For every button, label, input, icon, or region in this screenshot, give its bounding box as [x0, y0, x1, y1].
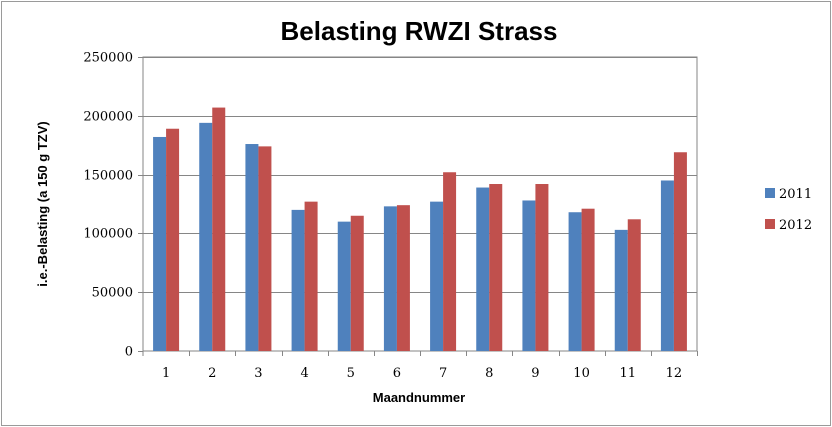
bar-2012-1: [166, 128, 180, 351]
bar-2011-9: [522, 200, 536, 351]
bar-2011-3: [245, 144, 259, 351]
bar-2011-8: [476, 187, 490, 351]
bar-2012-4: [304, 201, 318, 351]
bar-2012-9: [535, 184, 549, 351]
y-tick-label: 100000: [83, 227, 133, 242]
legend-label-2011: 2011: [779, 187, 812, 202]
x-tick-label: 9: [531, 366, 539, 381]
x-tick-label: 8: [485, 366, 493, 381]
bar-2012-7: [443, 172, 457, 351]
x-tick-label: 5: [347, 366, 355, 381]
x-tick-label: 7: [439, 366, 447, 381]
x-tick-label: 3: [254, 366, 262, 381]
bar-2012-2: [212, 107, 226, 352]
x-axis-label: Maandnummer: [373, 390, 465, 405]
y-tick-label: 50000: [92, 286, 133, 301]
bar-2011-12: [660, 180, 674, 351]
x-tick-label: 1: [162, 366, 170, 381]
bar-2011-2: [199, 122, 213, 351]
bar-2011-5: [337, 221, 351, 351]
bar-2012-8: [489, 184, 503, 351]
bar-2011-6: [383, 206, 397, 351]
bar-2012-6: [396, 205, 410, 351]
x-tick-label: 4: [300, 366, 308, 381]
bar-2011-1: [153, 136, 167, 351]
x-tick-label: 10: [573, 366, 590, 381]
y-tick-label: 0: [125, 345, 133, 360]
plot-background: [142, 56, 698, 352]
x-tick-label: 6: [393, 366, 401, 381]
y-tick-label: 150000: [83, 169, 133, 184]
chart-title: Belasting RWZI Strass: [280, 16, 558, 46]
x-tick-label: 2: [208, 366, 216, 381]
bar-2012-11: [627, 219, 641, 351]
y-axis-label: i.e.-Belasting (a 150 g TZV): [35, 121, 50, 286]
bar-2011-7: [430, 201, 444, 351]
legend-label-2012: 2012: [779, 218, 812, 233]
bar-2011-4: [291, 209, 305, 351]
bar-2012-3: [258, 146, 272, 351]
x-tick-label: 12: [666, 366, 683, 381]
y-tick-label: 200000: [83, 110, 133, 125]
bar-2012-12: [673, 152, 687, 351]
x-tick-label: 11: [619, 366, 636, 381]
bar-2011-11: [614, 229, 628, 351]
y-tick-label: 250000: [83, 51, 133, 66]
legend-swatch-2011: [765, 188, 775, 198]
bar-2012-10: [581, 208, 595, 351]
bar-2012-5: [350, 215, 364, 351]
legend: 2011 2012: [765, 187, 812, 233]
legend-swatch-2012: [765, 219, 775, 229]
bar-2011-10: [568, 212, 582, 351]
